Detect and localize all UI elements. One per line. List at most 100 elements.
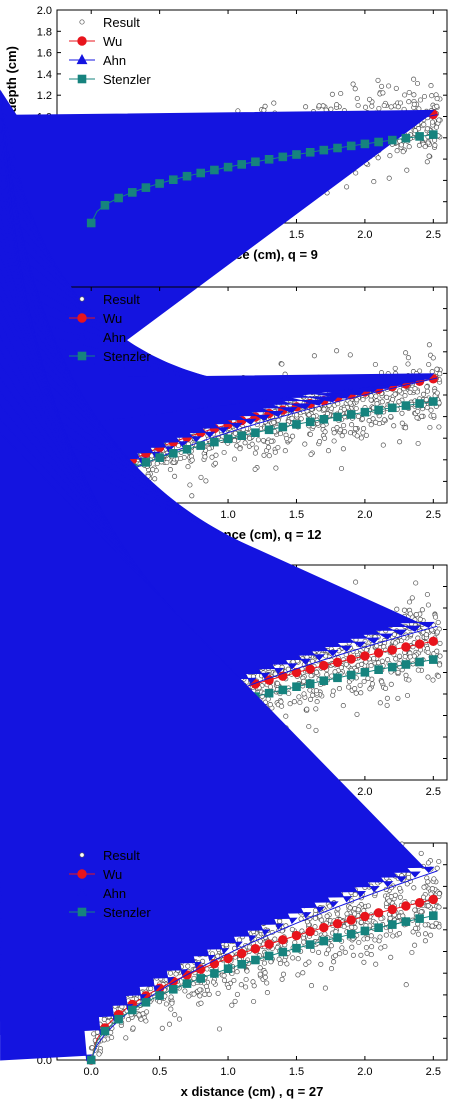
result-point (267, 702, 273, 708)
result-point (268, 959, 274, 965)
result-point (243, 976, 249, 983)
result-point (278, 431, 284, 437)
stenzler-point (292, 943, 301, 953)
result-point (206, 991, 212, 997)
result-point (425, 649, 431, 655)
stenzler-point (141, 458, 151, 467)
result-point (265, 696, 271, 702)
result-point (388, 104, 394, 110)
result-point (229, 1002, 235, 1008)
result-point (375, 77, 381, 83)
result-point (350, 952, 356, 958)
result-point (271, 100, 277, 106)
result-point (396, 931, 402, 937)
result-point (353, 170, 359, 176)
result-point (277, 918, 283, 924)
result-point (406, 677, 412, 683)
result-point (361, 678, 367, 685)
result-point (257, 965, 263, 971)
result-point (280, 971, 287, 977)
result-point (352, 426, 358, 432)
result-point (405, 355, 411, 361)
result-point (267, 684, 274, 690)
result-point (373, 393, 379, 399)
legend-marker-stenzler (77, 351, 87, 361)
result-point (329, 91, 335, 97)
result-point (316, 949, 322, 955)
result-point (368, 422, 374, 428)
result-point (282, 448, 288, 454)
result-point (164, 459, 170, 466)
result-point (430, 677, 436, 683)
result-point (339, 433, 345, 439)
result-point (425, 674, 431, 680)
result-point (223, 942, 229, 948)
result-point (366, 96, 373, 102)
result-point (384, 702, 390, 708)
x-tick-label: 0.5 (152, 1066, 167, 1078)
stenzler-point (251, 157, 260, 167)
result-point (324, 913, 330, 919)
result-point (252, 466, 258, 472)
result-point (274, 680, 281, 687)
stenzler-point (182, 445, 192, 454)
result-point (343, 661, 349, 667)
result-point (101, 1016, 107, 1022)
legend-label-ahn: Ahn (103, 886, 126, 901)
result-point (234, 991, 240, 997)
result-point (355, 102, 361, 109)
result-point (333, 929, 339, 935)
result-point (123, 1035, 129, 1041)
result-point (213, 452, 219, 458)
result-point (308, 673, 314, 679)
result-point (232, 430, 238, 436)
stenzler-point (196, 441, 205, 450)
result-point (358, 919, 364, 925)
result-point (426, 342, 432, 348)
result-point (415, 408, 421, 414)
result-point (352, 686, 358, 692)
result-point (167, 970, 174, 976)
result-point (330, 688, 336, 694)
result-point (423, 632, 429, 638)
result-point (383, 932, 389, 938)
y-tick-label: 2.0 (37, 5, 52, 17)
result-point (310, 692, 316, 698)
result-point (221, 973, 227, 979)
result-point (406, 599, 413, 605)
result-point (321, 406, 327, 412)
result-point (215, 990, 221, 996)
result-point (172, 1012, 178, 1018)
result-point (234, 969, 240, 975)
result-point (275, 444, 281, 451)
result-point (375, 155, 381, 161)
stenzler-point (169, 449, 178, 458)
result-point (334, 102, 340, 108)
legend-marker-result (79, 852, 85, 858)
result-point (322, 429, 328, 435)
stenzler-point (401, 401, 411, 410)
wu-point (346, 915, 356, 925)
result-point (273, 465, 279, 471)
result-point (200, 958, 206, 964)
result-point (434, 96, 440, 102)
result-point (360, 397, 366, 403)
legend-marker-stenzler (77, 74, 87, 84)
result-point (424, 159, 430, 165)
stenzler-point (333, 673, 342, 683)
result-point (352, 911, 358, 917)
result-point (202, 454, 208, 460)
stenzler-point (223, 964, 233, 974)
result-point (386, 83, 392, 89)
result-point (427, 424, 433, 431)
result-point (261, 452, 267, 458)
stenzler-point (305, 679, 315, 689)
result-point (338, 90, 344, 97)
result-point (203, 478, 209, 484)
result-point (221, 449, 227, 456)
wu-point (428, 894, 438, 905)
stenzler-point (374, 665, 383, 675)
stenzler-point (100, 1026, 110, 1036)
result-point (397, 439, 403, 445)
result-point (339, 945, 345, 951)
